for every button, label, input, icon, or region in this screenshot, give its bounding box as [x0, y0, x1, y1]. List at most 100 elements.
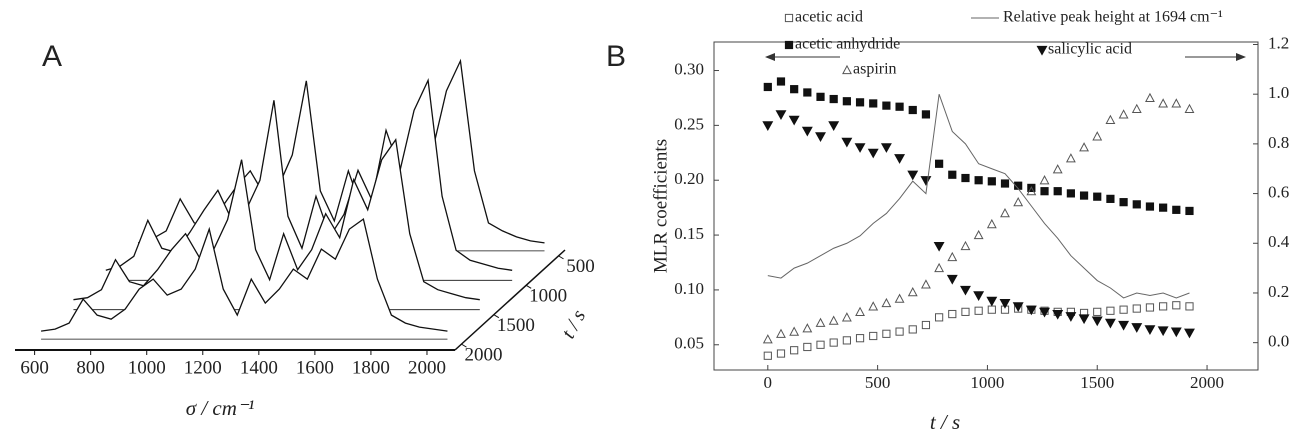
point	[1065, 312, 1077, 322]
y2-tick-label: 0.6	[1268, 182, 1289, 201]
point	[1079, 142, 1089, 152]
point	[882, 329, 891, 338]
point	[829, 94, 838, 104]
point	[1131, 103, 1142, 114]
point	[841, 137, 853, 148]
point	[828, 315, 839, 325]
legend-swatch	[842, 64, 852, 75]
point	[987, 305, 996, 314]
point	[921, 110, 931, 119]
point	[802, 323, 813, 333]
point	[776, 77, 786, 86]
point	[828, 121, 840, 131]
point	[1119, 198, 1128, 207]
point	[763, 82, 772, 92]
point	[869, 331, 878, 341]
point	[1053, 187, 1062, 196]
x-tick-label: 800	[76, 357, 105, 378]
x-tick-label: 1500	[1080, 373, 1114, 392]
x-tick-label: 1400	[240, 357, 278, 378]
z-tick	[461, 343, 467, 348]
point	[816, 340, 825, 349]
point	[961, 307, 970, 316]
point	[960, 285, 971, 296]
point	[763, 351, 772, 360]
point	[894, 154, 906, 164]
x-tick-label: 500	[865, 373, 891, 392]
z-tick-label: 1500	[497, 315, 535, 336]
y2-tick-label: 0.0	[1268, 332, 1289, 351]
point	[855, 98, 865, 107]
point	[1025, 305, 1037, 316]
x-tick-label: 1600	[296, 357, 334, 378]
panel-label: B	[606, 40, 626, 73]
point	[881, 297, 892, 308]
legend-swatch	[1036, 45, 1048, 56]
point	[1159, 302, 1168, 311]
point	[986, 218, 997, 229]
point	[1039, 307, 1050, 318]
y2-tick-label: 0.4	[1268, 232, 1290, 251]
point	[1132, 304, 1141, 313]
point	[776, 328, 786, 338]
point	[960, 240, 971, 251]
point	[974, 176, 983, 185]
point	[790, 85, 799, 94]
point	[803, 88, 812, 97]
z-tick	[558, 255, 564, 260]
spectrum	[40, 218, 448, 332]
point	[1091, 316, 1103, 327]
point	[854, 143, 866, 153]
point	[1066, 189, 1075, 198]
point	[1026, 186, 1037, 196]
legend-swatch	[784, 13, 794, 23]
z-tick	[525, 284, 532, 289]
point	[869, 99, 878, 108]
z-tick-label: 1000	[529, 286, 567, 307]
point	[1000, 179, 1010, 188]
point	[987, 177, 996, 186]
point	[1013, 196, 1024, 207]
legend-label: acetic acid	[795, 9, 863, 26]
point	[1172, 301, 1181, 310]
point	[907, 286, 918, 297]
point	[935, 313, 944, 322]
point	[1093, 307, 1102, 316]
plot-frame	[713, 41, 1259, 371]
point	[1170, 327, 1182, 338]
x-tick-label: 1200	[184, 357, 222, 378]
point	[867, 148, 879, 159]
point	[921, 279, 931, 289]
line-series	[767, 94, 1190, 299]
point	[908, 325, 917, 334]
z-tick-label: 500	[566, 256, 595, 277]
legend-label: acetic anhydride	[795, 36, 900, 53]
point	[974, 306, 983, 315]
point	[1158, 98, 1169, 108]
point	[908, 105, 917, 115]
point	[855, 306, 865, 316]
point	[1184, 103, 1195, 114]
point	[1145, 202, 1155, 211]
point	[1052, 309, 1064, 320]
point	[882, 101, 891, 110]
point	[880, 143, 892, 153]
point	[1172, 205, 1181, 214]
legend-swatch	[784, 40, 794, 50]
point	[1079, 191, 1089, 200]
point	[841, 312, 852, 322]
x-axis-label: σ / cm⁻¹	[186, 396, 255, 420]
point	[961, 173, 970, 183]
point	[1040, 187, 1049, 196]
point	[986, 296, 998, 307]
point	[934, 262, 945, 273]
y2-tick-label: 0.8	[1268, 133, 1289, 152]
point	[1184, 328, 1195, 339]
spectrum-mask	[41, 219, 448, 340]
point	[855, 334, 865, 343]
y2-tick-label: 1.0	[1268, 83, 1289, 102]
z-tick	[493, 314, 500, 319]
point	[1106, 194, 1115, 203]
x-axis-label: t / s	[930, 410, 960, 434]
